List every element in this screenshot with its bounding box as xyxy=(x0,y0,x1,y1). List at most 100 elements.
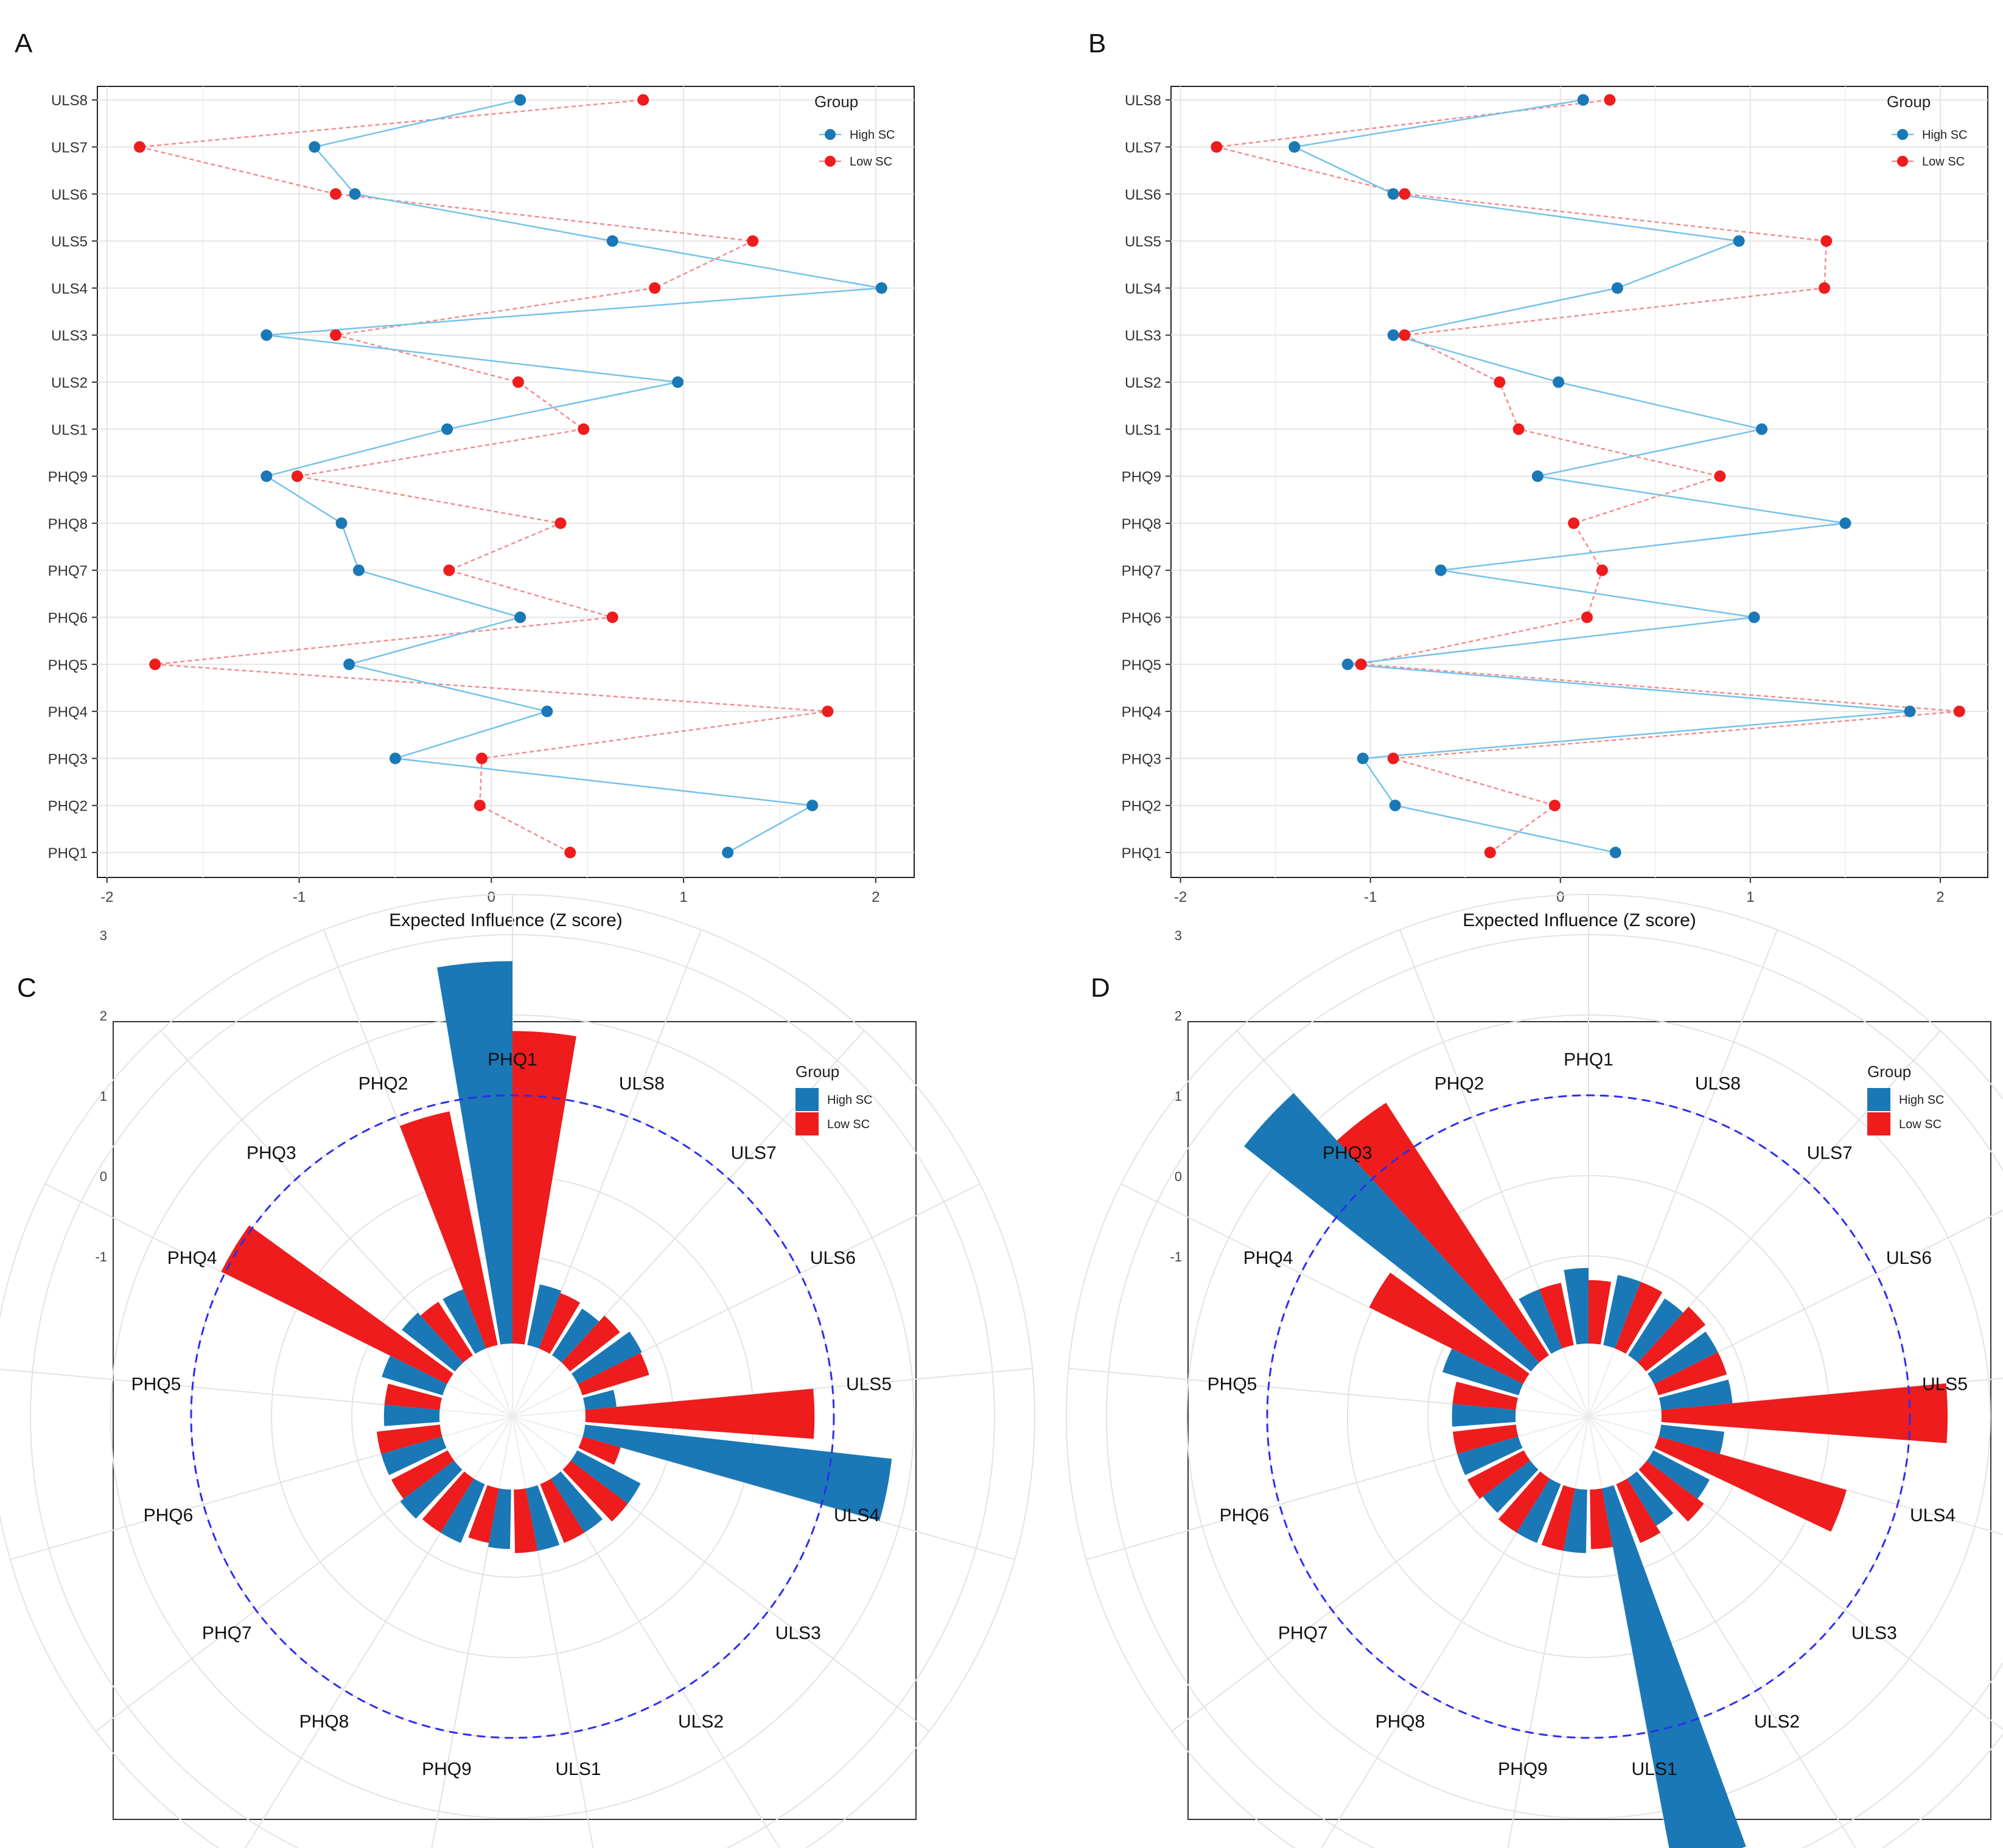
y-tick-label: PHQ3 xyxy=(1122,751,1161,767)
legend-label: High SC xyxy=(850,128,895,142)
inner-spoke xyxy=(1549,1416,1589,1479)
radial-tick-label: 1 xyxy=(1175,1089,1182,1104)
legend-title: Group xyxy=(814,92,858,111)
data-point xyxy=(1399,329,1411,341)
wedge-bar xyxy=(399,1111,512,1417)
x-tick-label: -2 xyxy=(1174,889,1187,905)
data-point xyxy=(389,752,401,764)
data-point xyxy=(441,423,453,435)
data-point xyxy=(309,141,321,153)
data-point xyxy=(352,564,365,576)
legend-title: Group xyxy=(1887,92,1931,111)
inner-spoke xyxy=(463,1362,513,1417)
x-tick-label: -1 xyxy=(293,889,306,905)
wedge-bar xyxy=(512,1031,576,1417)
data-point xyxy=(1953,705,1965,717)
data-point xyxy=(343,658,355,671)
inner-spoke xyxy=(1515,1409,1589,1417)
category-label: ULS2 xyxy=(678,1712,724,1732)
data-point xyxy=(1611,282,1623,294)
series-line xyxy=(139,99,828,854)
legend-title: Group xyxy=(1867,1062,1911,1081)
plot-area xyxy=(97,86,915,878)
wedge-bar xyxy=(1589,1417,1746,1848)
data-point xyxy=(1389,800,1401,812)
category-label: PHQ5 xyxy=(131,1375,181,1395)
data-point xyxy=(606,612,618,623)
chart-panel-c: -1 0 1 2 3 PHQ1 ULS8 ULS7 ULS6 ULS5 ULS4 ULS3 ULS2 UL… xyxy=(0,894,1035,1848)
legend-key-dot xyxy=(825,129,836,140)
inner-spoke xyxy=(512,1409,586,1417)
inner-spoke xyxy=(1588,1409,1662,1417)
x-tick-label: 1 xyxy=(679,889,687,905)
panel-label-d: D xyxy=(1091,973,1110,1003)
inner-spoke xyxy=(1561,1348,1589,1417)
data-point xyxy=(291,470,303,483)
data-point xyxy=(637,94,649,106)
legend-label: Low SC xyxy=(850,155,892,169)
category-label: ULS3 xyxy=(775,1623,821,1643)
reference-circle xyxy=(1266,1094,1911,1739)
reference-circle xyxy=(190,1094,835,1739)
legend-key-dot xyxy=(825,156,836,167)
category-label: PHQ8 xyxy=(1376,1712,1425,1732)
y-tick-label: ULS4 xyxy=(51,281,88,297)
data-point xyxy=(1355,658,1367,671)
data-point xyxy=(133,141,145,153)
y-tick-label: PHQ9 xyxy=(1122,469,1161,486)
category-label: PHQ3 xyxy=(246,1143,296,1163)
wedge-bar xyxy=(1589,1383,1948,1443)
data-point xyxy=(1399,188,1411,200)
data-point xyxy=(722,846,734,859)
legend-key xyxy=(1867,1112,1890,1135)
inner-spoke xyxy=(1529,1416,1589,1462)
y-tick-label: PHQ7 xyxy=(1122,563,1161,579)
data-point xyxy=(806,800,819,812)
wedge-bar xyxy=(1244,1093,1589,1417)
y-tick-label: ULS8 xyxy=(1125,92,1161,109)
y-tick-label: ULS3 xyxy=(51,328,88,344)
y-tick-label: ULS6 xyxy=(51,187,88,203)
y-tick-label: ULS4 xyxy=(1125,281,1161,297)
data-point xyxy=(1387,752,1399,764)
category-label: PHQ2 xyxy=(358,1074,408,1094)
y-tick-label: ULS7 xyxy=(51,140,88,156)
y-tick-label: ULS2 xyxy=(1125,375,1161,391)
category-label: ULS2 xyxy=(1754,1712,1800,1732)
inner-spoke xyxy=(512,1348,540,1417)
inner-spoke xyxy=(473,1416,513,1479)
y-tick-label: PHQ1 xyxy=(48,845,88,862)
data-point xyxy=(875,282,887,294)
category-label: PHQ3 xyxy=(1323,1143,1372,1163)
radial-tick-label: 0 xyxy=(100,1169,107,1184)
legend-key xyxy=(795,1112,819,1135)
x-tick-label: 2 xyxy=(1936,889,1944,905)
radial-tick-label: 1 xyxy=(100,1089,107,1104)
data-point xyxy=(1714,470,1726,483)
data-point xyxy=(1288,141,1301,153)
data-point xyxy=(1341,658,1354,671)
category-label: PHQ7 xyxy=(202,1623,252,1643)
data-point xyxy=(1357,752,1369,764)
radial-tick-label: -1 xyxy=(95,1249,107,1264)
y-tick-label: PHQ4 xyxy=(48,704,88,720)
x-tick-label: 2 xyxy=(872,889,879,905)
data-point xyxy=(512,376,525,388)
inner-spoke xyxy=(1588,1416,1603,1489)
data-point xyxy=(349,188,361,200)
radial-tick-label: 3 xyxy=(1175,928,1182,943)
y-tick-label: PHQ8 xyxy=(1122,516,1161,532)
radial-tick-label: 0 xyxy=(1175,1169,1182,1184)
inner-spoke xyxy=(512,1416,583,1437)
chart-panel-d: -1 0 1 2 3 PHQ1 ULS8 ULS7 ULS6 ULS5 ULS4 ULS3 ULS2 UL… xyxy=(1066,894,2003,1848)
inner-spoke xyxy=(439,1409,513,1417)
y-tick-label: PHQ2 xyxy=(1122,798,1161,815)
radial-tick-label: 3 xyxy=(100,928,107,943)
wedge-bar xyxy=(437,961,512,1417)
y-tick-label: ULS1 xyxy=(1125,422,1161,438)
y-tick-label: PHQ5 xyxy=(48,657,88,674)
legend-key xyxy=(795,1088,819,1111)
category-label: ULS6 xyxy=(810,1248,856,1268)
legend-label: Low SC xyxy=(1899,1118,1942,1131)
